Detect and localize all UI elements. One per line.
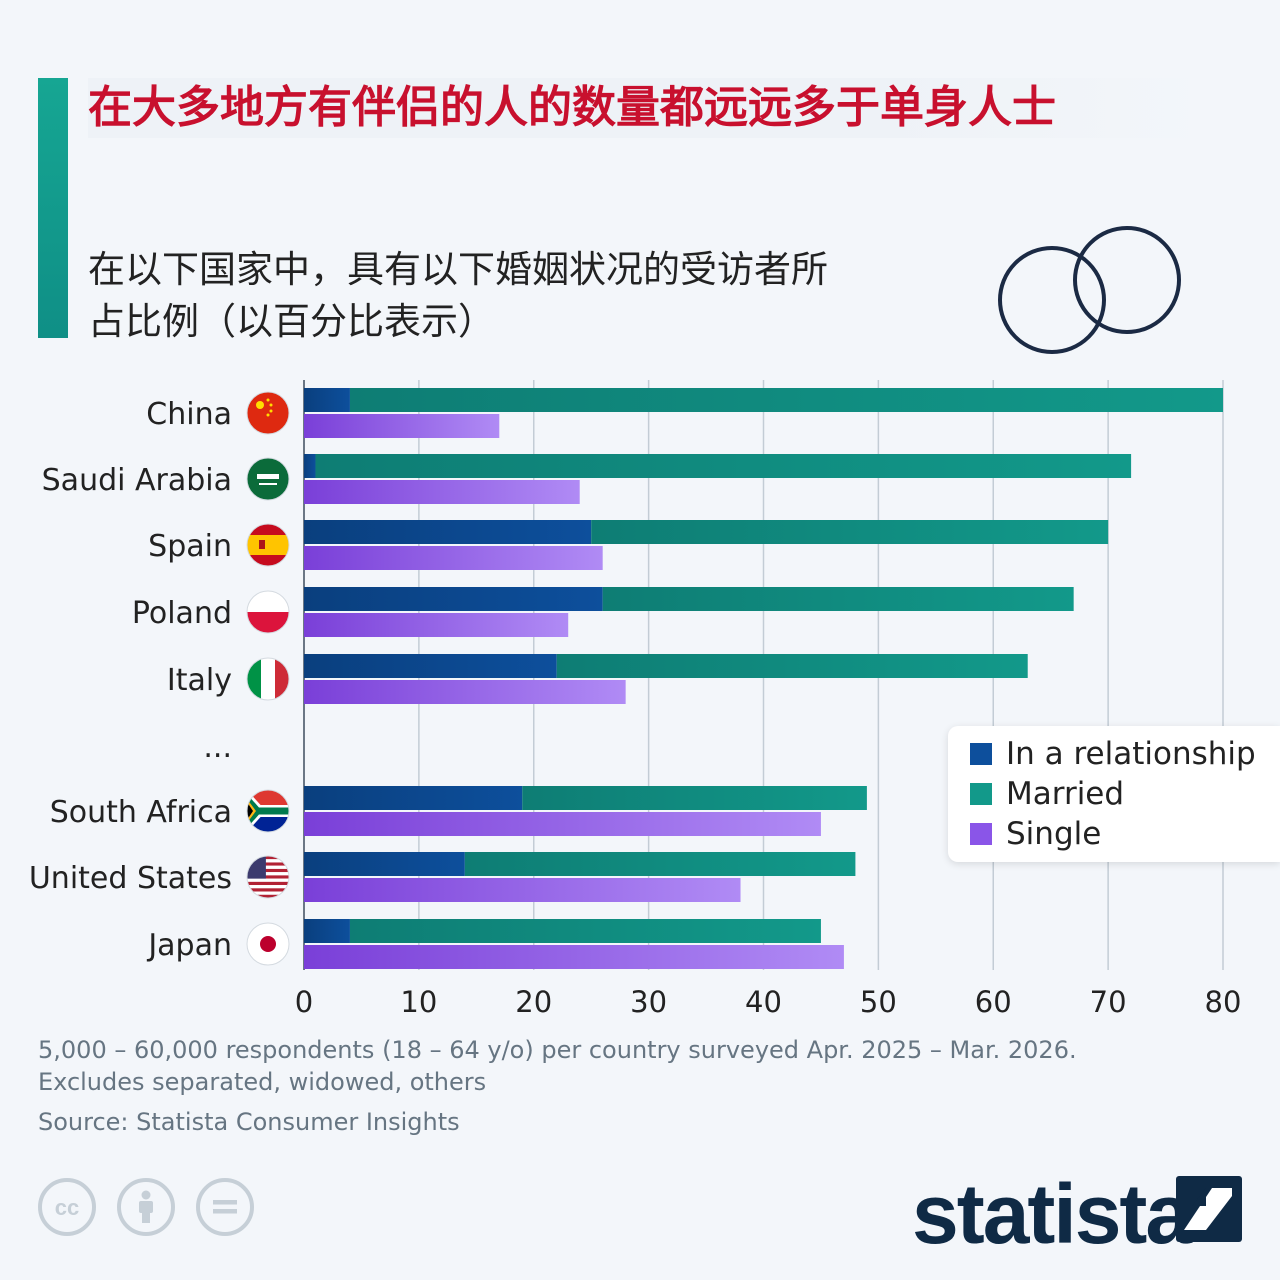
bar-single-spain: [304, 546, 603, 570]
x-tick-label-30: 30: [630, 985, 667, 1019]
x-tick-label-50: 50: [860, 985, 897, 1019]
ellipsis-label: ...: [203, 730, 232, 765]
flag-italy-icon: [246, 657, 290, 701]
x-tick-label-60: 60: [975, 985, 1012, 1019]
note-line-2: Excludes separated, widowed, others: [38, 1068, 487, 1096]
category-label-italy: Italy: [167, 663, 232, 698]
flag-japan-icon: [246, 922, 290, 966]
category-label-united-states: United States: [29, 861, 232, 896]
bar-chart: 0 10 20 30 40 50 60 70 80 China Saudi Arabia Spain P…: [29, 380, 1242, 1019]
bar-married-south-africa: [522, 786, 867, 810]
legend-label-relationship: In a relationship: [1006, 736, 1256, 772]
x-tick-label-70: 70: [1090, 985, 1127, 1019]
flag-united-states-icon: [246, 855, 290, 899]
chart-title: 在大多地方有伴侣的人的数量都远远多于单身人士: [88, 78, 1208, 138]
statista-logo-icon[interactable]: [1176, 1176, 1242, 1242]
category-label-spain: Spain: [148, 529, 232, 564]
flag-spain-icon: [246, 523, 290, 567]
chart-notes: 5,000 – 60,000 respondents (18 – 64 y/o)…: [38, 1034, 1218, 1098]
svg-text:cc: cc: [55, 1195, 79, 1220]
legend-item-married: Married: [970, 774, 1124, 814]
category-label-poland: Poland: [132, 596, 232, 631]
legend-label-single: Single: [1006, 816, 1102, 852]
category-label-china: China: [146, 397, 232, 432]
bar-married-saudi-arabia: [315, 454, 1132, 478]
bar-single-south-africa: [304, 812, 821, 836]
subtitle-line-1: 在以下国家中，具有以下婚姻状况的受访者所: [88, 248, 828, 291]
flag-poland-icon: [246, 590, 290, 634]
no-derivatives-icon[interactable]: [196, 1178, 254, 1236]
x-tick-label-10: 10: [400, 985, 437, 1019]
bar-single-china: [304, 414, 500, 438]
statista-wordmark[interactable]: statista: [912, 1167, 1192, 1261]
bar-married-united-states: [464, 852, 856, 876]
bar-single-japan: [304, 945, 844, 969]
bar-relationship-japan: [304, 919, 350, 943]
legend-label-married: Married: [1006, 776, 1125, 812]
bar-relationship-spain: [304, 520, 592, 544]
chart-legend: In a relationship Married Single: [948, 726, 1280, 862]
x-tick-label-80: 80: [1205, 985, 1242, 1019]
legend-swatch-relationship: [970, 743, 992, 765]
bar-relationship-china: [304, 388, 350, 412]
flag-china-icon: [246, 391, 290, 435]
flag-south-africa-icon: [246, 789, 290, 833]
category-label-saudi-arabia: Saudi Arabia: [42, 463, 232, 498]
bar-relationship-south-africa: [304, 786, 523, 810]
attribution-icon[interactable]: [117, 1178, 175, 1236]
bar-relationship-italy: [304, 654, 557, 678]
legend-item-relationship: In a relationship: [970, 734, 1256, 774]
bar-married-italy: [556, 654, 1028, 678]
subtitle-line-2: 占比例（以百分比表示）: [88, 300, 495, 343]
category-label-japan: Japan: [146, 928, 232, 963]
interlocking-rings-icon: [998, 226, 1181, 354]
note-line-1: 5,000 – 60,000 respondents (18 – 64 y/o)…: [38, 1036, 1077, 1064]
legend-swatch-married: [970, 783, 992, 805]
category-label-south-africa: South Africa: [50, 795, 232, 830]
bar-single-poland: [304, 613, 569, 637]
cc-icon[interactable]: cc: [38, 1178, 96, 1236]
source-note: Source: Statista Consumer Insights: [38, 1108, 460, 1136]
x-tick-label-0: 0: [295, 985, 313, 1019]
bar-relationship-poland: [304, 587, 603, 611]
flag-saudi-arabia-icon: [246, 457, 290, 501]
chart-subtitle: 在以下国家中，具有以下婚姻状况的受访者所 占比例（以百分比表示）: [88, 244, 968, 348]
bar-single-saudi-arabia: [304, 480, 580, 504]
bar-married-poland: [602, 587, 1074, 611]
bar-single-italy: [304, 680, 626, 704]
bar-relationship-saudi-arabia: [304, 454, 316, 478]
legend-item-single: Single: [970, 814, 1101, 854]
x-tick-label-40: 40: [745, 985, 782, 1019]
bar-married-china: [349, 388, 1223, 412]
bar-married-spain: [591, 520, 1109, 544]
accent-bar: [38, 78, 68, 338]
bar-married-japan: [349, 919, 821, 943]
bar-relationship-united-states: [304, 852, 465, 876]
bar-single-united-states: [304, 878, 741, 902]
legend-swatch-single: [970, 823, 992, 845]
x-tick-label-20: 20: [515, 985, 552, 1019]
